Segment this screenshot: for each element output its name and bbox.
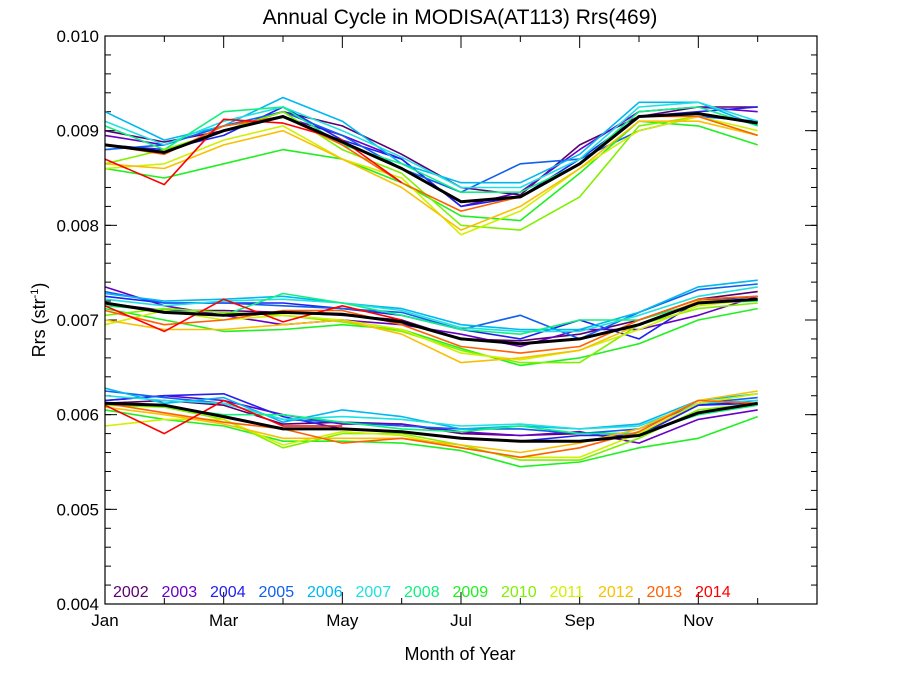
series-line-2010-lower	[104, 402, 758, 461]
series-line-2006-middle	[104, 279, 758, 331]
series-line-2013-lower	[104, 399, 758, 459]
series-line-Mean-lower	[104, 401, 758, 443]
y-tick-label: 0.009	[56, 122, 99, 141]
series-line-2007-middle	[104, 286, 758, 333]
series-line-Mean-upper	[104, 112, 758, 204]
series-line-2012-upper	[104, 120, 758, 231]
axis-ticks: Jan Mar May Jul Sep Nov 0.004 0.005 0.006 0.007 0.…	[56, 27, 817, 630]
legend-label-2009: 2009	[453, 584, 489, 601]
series-line-Mean-middle	[104, 297, 758, 346]
legend-label-2007: 2007	[356, 584, 392, 601]
plot-frame	[104, 35, 818, 605]
series-line-2005-upper	[104, 110, 758, 193]
x-tick-label: Nov	[683, 611, 714, 630]
legend-label-2011: 2011	[550, 584, 585, 601]
series-line-2011-middle	[104, 298, 758, 361]
x-axis-label: Month of Year	[404, 644, 515, 664]
x-tick-label: Jan	[91, 611, 118, 630]
legend-label-2004: 2004	[210, 584, 246, 601]
legend-label-2014: 2014	[695, 584, 731, 601]
legend-label-2012: 2012	[598, 584, 634, 601]
y-axis-label-close: )	[29, 283, 49, 289]
series-line-2007-lower	[104, 394, 758, 430]
legend-label-2003: 2003	[162, 584, 198, 601]
series-line-2009-lower	[104, 409, 758, 468]
y-tick-label: 0.007	[56, 311, 99, 330]
legend-label-2010: 2010	[501, 584, 537, 601]
x-tick-label: Sep	[565, 611, 595, 630]
series-line-2012-lower	[104, 390, 758, 454]
legend-label-2002: 2002	[113, 584, 149, 601]
series-line-2008-upper	[104, 106, 758, 193]
y-tick-label: 0.005	[56, 500, 99, 519]
x-tick-label: Mar	[209, 611, 239, 630]
x-tick-label: Jul	[450, 611, 472, 630]
series-line-2014-lower	[104, 399, 343, 435]
series-lines	[104, 96, 758, 468]
y-tick-label: 0.004	[56, 595, 99, 614]
series-line-2013-middle	[104, 295, 758, 354]
y-axis-label-sup: -1	[29, 289, 41, 299]
y-axis-label-main: Rrs (str	[29, 298, 49, 357]
legend-label-2005: 2005	[259, 584, 295, 601]
series-line-2007-upper	[104, 101, 758, 189]
legend: 2002 2003 2004 2005 2006 2007 2008 2009 2010 2011…	[113, 584, 731, 601]
series-line-2014-middle	[104, 298, 402, 333]
y-tick-label: 0.008	[56, 216, 99, 235]
series-line-2006-upper	[104, 96, 758, 184]
y-tick-label: 0.010	[56, 27, 99, 46]
series-line-2011-upper	[104, 115, 758, 236]
legend-label-2008: 2008	[404, 584, 440, 601]
chart-title: Annual Cycle in MODISA(AT113) Rrs(469)	[263, 6, 658, 29]
y-tick-label: 0.006	[56, 406, 99, 425]
legend-label-2006: 2006	[307, 584, 343, 601]
y-axis-label: Rrs (str-1)	[29, 283, 49, 358]
x-tick-label: May	[326, 611, 359, 630]
legend-label-2013: 2013	[647, 584, 683, 601]
